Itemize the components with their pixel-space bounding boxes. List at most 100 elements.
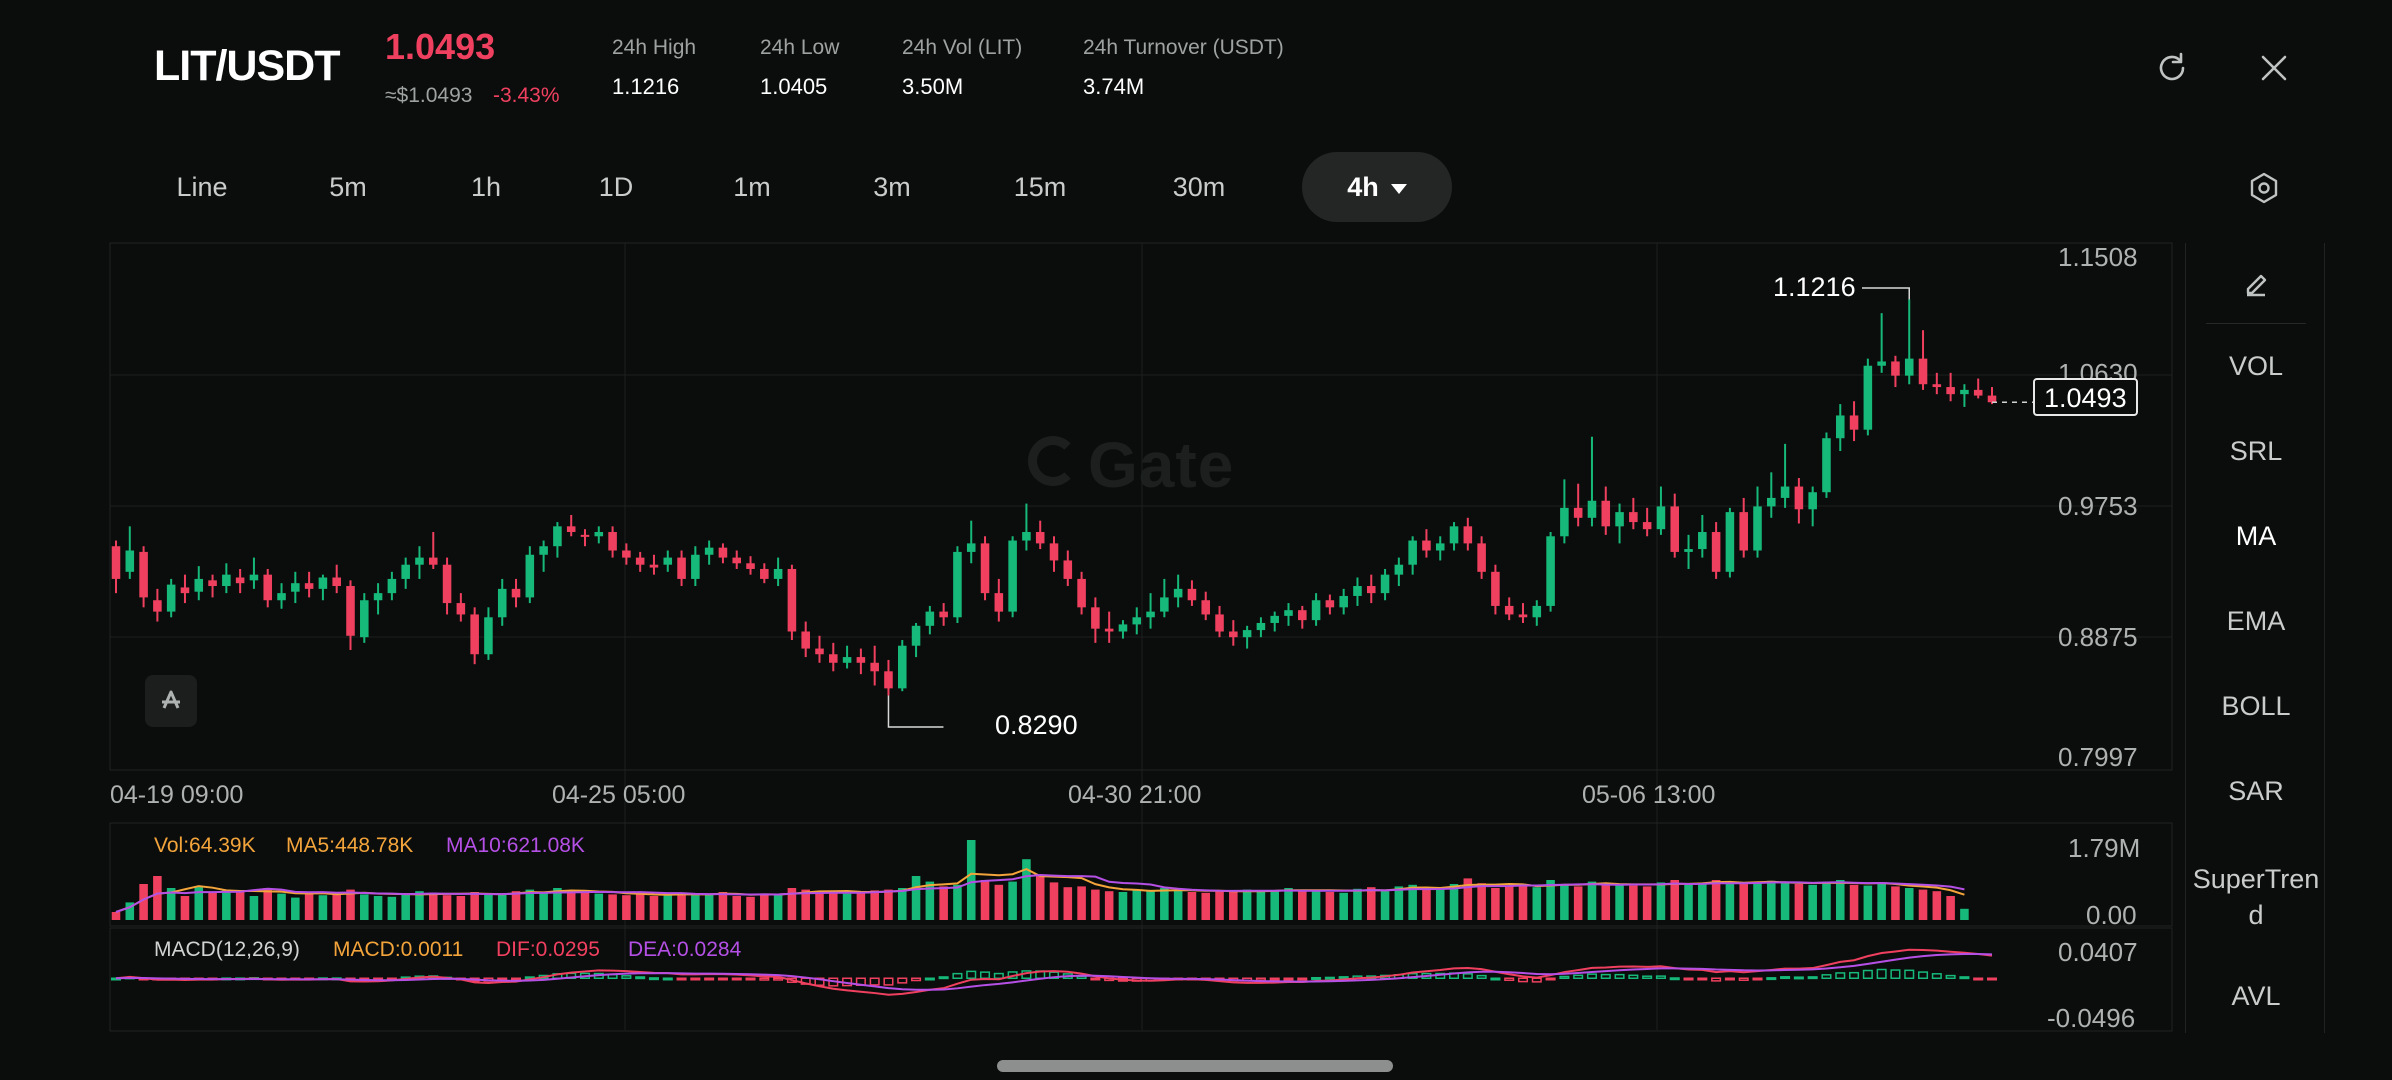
candle-body	[1077, 578, 1086, 608]
volume-bar	[249, 896, 259, 920]
volume-bar	[1339, 892, 1348, 920]
macd-histogram-bar	[1366, 975, 1377, 980]
close-icon[interactable]	[2252, 46, 2296, 90]
candle-body	[1642, 522, 1652, 530]
macd-histogram-bar	[1683, 977, 1694, 981]
tab-4h[interactable]: 4h	[1302, 152, 1452, 222]
macd-histogram-bar	[317, 977, 328, 981]
low-price-label: 0.8290	[995, 710, 1078, 740]
volume-bar	[704, 893, 714, 920]
tab-30m[interactable]: 30m	[1172, 172, 1226, 202]
tab-1d[interactable]: 1D	[598, 172, 634, 202]
draw-tool-button[interactable]	[2186, 265, 2326, 306]
candle-body	[497, 588, 507, 618]
volume-bar	[1187, 892, 1197, 920]
indicator-vol[interactable]: VOL	[2228, 351, 2284, 381]
macd-histogram-bar	[1655, 975, 1666, 980]
macd-histogram-bar	[1421, 972, 1432, 980]
volume-bar	[304, 892, 314, 920]
candle-body	[1794, 486, 1804, 510]
tab-15m[interactable]: 15m	[1013, 172, 1067, 202]
indicator-ema[interactable]: EMA	[2226, 606, 2286, 636]
candle-body	[1698, 532, 1707, 550]
volume-axis-max: 1.79M	[2068, 833, 2141, 863]
time-axis-label: 05-06 13:00	[1582, 781, 1716, 809]
candle-body	[1422, 540, 1431, 551]
candle-body	[318, 577, 328, 589]
pencil-icon	[2246, 274, 2267, 297]
candle-body	[980, 543, 990, 594]
macd-histogram-bar	[704, 977, 715, 981]
candle-body	[1270, 615, 1279, 623]
volume-ma5-line	[115, 868, 1965, 913]
volume-bar	[663, 894, 673, 920]
volume-bar	[470, 892, 479, 920]
candle-body	[525, 554, 535, 598]
candle-body	[1242, 630, 1252, 638]
macd-legend-dif: DIF:0.0295	[496, 938, 600, 961]
candle-body	[1904, 358, 1914, 376]
macd-histogram-bar	[1835, 972, 1846, 980]
macd-histogram-bar	[1076, 975, 1087, 980]
macd-legend-dea: DEA:0.0284	[628, 938, 742, 961]
volume-bar	[1380, 891, 1390, 920]
candle-body	[1298, 610, 1307, 621]
indicator-ma[interactable]: MA	[2235, 521, 2277, 551]
macd-histogram-bar	[1986, 977, 1998, 981]
stat-24h-high: 24h High 1.1216	[612, 36, 696, 100]
indicator-srl[interactable]: SRL	[2229, 436, 2283, 466]
refresh-icon[interactable]	[2150, 46, 2194, 90]
high-leader-line	[1862, 287, 1910, 300]
macd-histogram-bar	[690, 977, 701, 981]
macd-histogram-bar	[1145, 977, 1156, 982]
volume-bar	[1904, 888, 1914, 920]
tab-5m[interactable]: 5m	[329, 172, 367, 202]
stat-value: 3.50M	[902, 74, 964, 99]
reset-view-button[interactable]	[145, 675, 197, 727]
macd-histogram-bar	[497, 977, 508, 981]
macd-histogram-bar	[993, 972, 1004, 980]
candle-body	[1394, 564, 1404, 575]
candle-body	[1670, 506, 1680, 552]
volume-bar	[897, 888, 907, 920]
tab-1m[interactable]: 1m	[733, 172, 771, 202]
macd-histogram-bar	[1504, 977, 1515, 982]
volume-bar	[1560, 884, 1569, 920]
settings-hexagon-icon[interactable]	[2242, 166, 2286, 210]
volume-bar	[1325, 892, 1335, 920]
tab-line[interactable]: Line	[176, 172, 228, 202]
candle-body	[291, 583, 300, 592]
indicator-sar[interactable]: SAR	[2228, 776, 2284, 806]
candle-body	[360, 600, 369, 638]
tab-1h[interactable]: 1h	[470, 172, 502, 202]
candle-body	[635, 557, 645, 565]
volume-bar	[1160, 888, 1169, 920]
candle-body	[332, 577, 341, 587]
macd-histogram-bar	[207, 977, 218, 981]
volume-bar	[511, 891, 521, 920]
indicator-supertrend[interactable]: SuperTrend	[2192, 864, 2320, 930]
usd-price: ≈$1.0493	[385, 84, 473, 107]
candle-body	[801, 631, 810, 649]
candle-body	[1160, 597, 1169, 612]
indicator-boll[interactable]: BOLL	[2221, 691, 2291, 721]
candle-body	[677, 557, 686, 579]
macd-histogram-bar	[276, 977, 287, 981]
macd-histogram-bar	[869, 977, 880, 986]
macd-histogram-bar	[248, 977, 259, 981]
candle-body	[773, 568, 783, 579]
indicator-avl[interactable]: AVL	[2231, 981, 2281, 1011]
volume-bar	[111, 912, 121, 920]
macd-histogram-bar	[1131, 977, 1142, 982]
volume-bar	[1918, 889, 1928, 920]
tab-3m[interactable]: 3m	[873, 172, 911, 202]
macd-histogram-bar	[648, 977, 659, 981]
macd-histogram-bar	[1200, 977, 1211, 981]
macd-histogram-bar	[717, 977, 728, 981]
volume-bar	[125, 902, 135, 920]
candle-body	[442, 564, 452, 604]
volume-bar	[1449, 884, 1459, 920]
volume-bar	[870, 890, 879, 920]
candle-body	[787, 568, 797, 632]
volume-bar	[1284, 888, 1293, 920]
